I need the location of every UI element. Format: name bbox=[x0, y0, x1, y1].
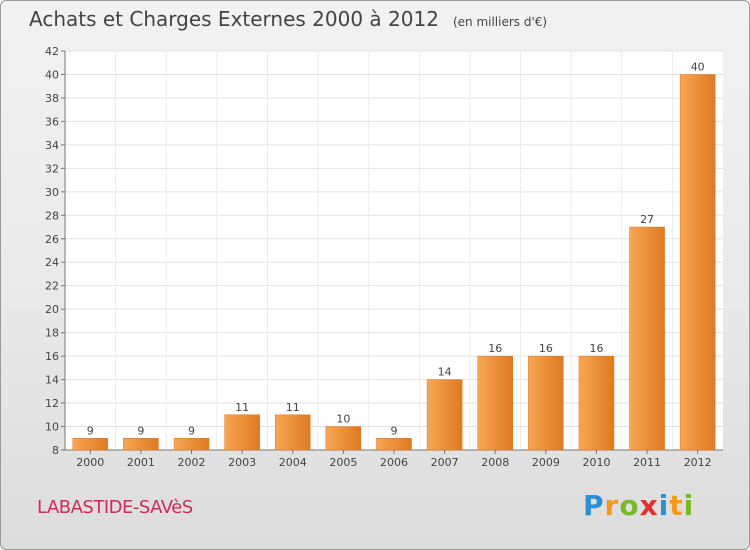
y-tick-label: 8 bbox=[52, 444, 59, 457]
bar bbox=[224, 414, 260, 451]
x-tick-label: 2000 bbox=[76, 456, 104, 469]
bar bbox=[426, 379, 463, 451]
y-tick-label: 12 bbox=[45, 397, 59, 410]
y-tick-label: 34 bbox=[45, 139, 59, 152]
y-tick-label: 28 bbox=[45, 209, 59, 222]
chart-title: Achats et Charges Externes 2000 à 2012 (e… bbox=[29, 7, 547, 31]
y-tick-label: 10 bbox=[45, 421, 59, 434]
y-tick-label: 32 bbox=[45, 162, 59, 175]
bar bbox=[173, 438, 210, 451]
bar-value-label: 16 bbox=[539, 342, 553, 355]
logo-letter: o bbox=[619, 489, 640, 522]
chart-unit-label: (en milliers d'€) bbox=[452, 15, 548, 29]
y-tick-label: 24 bbox=[45, 256, 59, 269]
x-tick-label: 2010 bbox=[582, 456, 610, 469]
x-tick-label: 2002 bbox=[178, 456, 206, 469]
proxiti-logo[interactable]: Proxiti bbox=[583, 489, 694, 522]
y-tick-label: 22 bbox=[45, 280, 59, 293]
bars bbox=[72, 74, 716, 451]
y-tick-label: 36 bbox=[45, 115, 59, 128]
y-tick-label: 30 bbox=[45, 186, 59, 199]
bar-value-label: 10 bbox=[336, 413, 350, 426]
x-tick-label: 2011 bbox=[633, 456, 661, 469]
bar-value-label: 16 bbox=[488, 342, 502, 355]
bar bbox=[578, 355, 615, 451]
x-tick-label: 2001 bbox=[127, 456, 155, 469]
x-tick-label: 2006 bbox=[380, 456, 408, 469]
y-tick-label: 42 bbox=[45, 45, 59, 58]
x-tick-label: 2004 bbox=[279, 456, 307, 469]
x-tick-label: 2009 bbox=[532, 456, 560, 469]
y-tick-label: 38 bbox=[45, 92, 59, 105]
logo-letter: i bbox=[658, 489, 670, 522]
bar bbox=[275, 414, 311, 451]
bar bbox=[629, 226, 665, 451]
bar bbox=[123, 438, 159, 451]
bar-value-label: 27 bbox=[640, 213, 654, 226]
y-tick-label: 18 bbox=[45, 327, 59, 340]
bar-value-label: 14 bbox=[438, 366, 452, 379]
chart-title-text: Achats et Charges Externes 2000 à 2012 bbox=[29, 7, 439, 31]
y-tick-label: 20 bbox=[45, 303, 59, 316]
grid-lines bbox=[65, 50, 723, 451]
bar-value-label: 9 bbox=[391, 424, 398, 437]
bar-value-label: 40 bbox=[691, 60, 705, 73]
logo-letter: t bbox=[669, 489, 684, 522]
y-tick-label: 14 bbox=[45, 374, 59, 387]
logo-letter: r bbox=[604, 489, 620, 522]
y-tick-label: 40 bbox=[45, 68, 59, 81]
x-tick-label: 2008 bbox=[481, 456, 509, 469]
y-tick-label: 16 bbox=[45, 350, 59, 363]
bar bbox=[477, 355, 513, 451]
plot-area bbox=[65, 51, 723, 450]
bar bbox=[679, 74, 716, 451]
x-tick-label: 2007 bbox=[431, 456, 459, 469]
logo-letter: i bbox=[683, 489, 695, 522]
bar-value-label: 11 bbox=[286, 401, 300, 414]
x-tick-label: 2005 bbox=[329, 456, 357, 469]
bar bbox=[528, 355, 564, 451]
bar-value-label: 9 bbox=[137, 424, 144, 437]
bar-value-label: 11 bbox=[235, 401, 249, 414]
bar-value-label: 16 bbox=[589, 342, 603, 355]
bar bbox=[325, 426, 362, 451]
x-tick-label: 2003 bbox=[228, 456, 256, 469]
bar-value-label: 9 bbox=[188, 424, 195, 437]
data-labels: 9 9 9 11 11 10 9 14 16 16 16 27 40 bbox=[87, 60, 705, 437]
x-tick-label: 2012 bbox=[684, 456, 712, 469]
commune-name: LABASTIDE-SAVèS bbox=[37, 497, 193, 518]
logo-letter: x bbox=[639, 489, 659, 522]
bar bbox=[72, 438, 109, 451]
logo-letter: P bbox=[583, 489, 605, 522]
y-tick-label: 26 bbox=[45, 233, 59, 246]
bar-value-label: 9 bbox=[87, 424, 94, 437]
bar bbox=[376, 438, 412, 451]
